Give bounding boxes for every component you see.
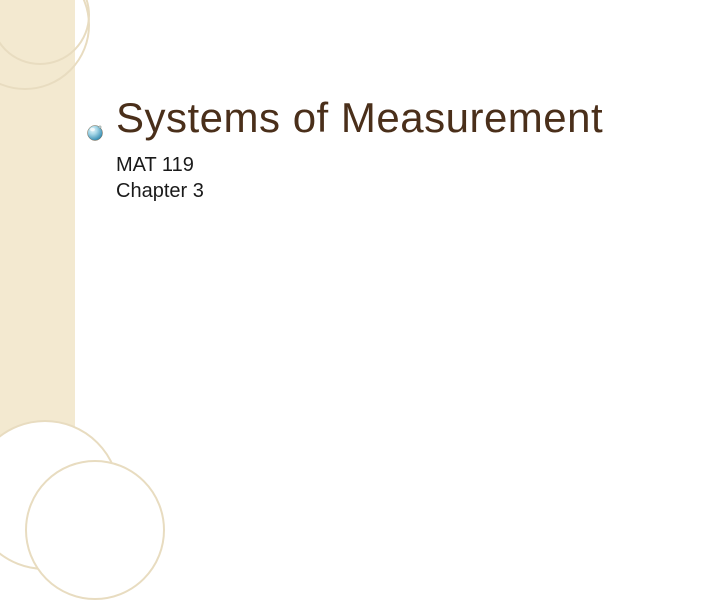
decorative-circle-bottom-right bbox=[25, 460, 165, 600]
chapter-label: Chapter 3 bbox=[116, 180, 204, 203]
bullet-sphere-icon bbox=[86, 124, 104, 142]
course-code: MAT 119 bbox=[116, 154, 194, 177]
slide-title: Systems of Measurement bbox=[116, 94, 603, 142]
